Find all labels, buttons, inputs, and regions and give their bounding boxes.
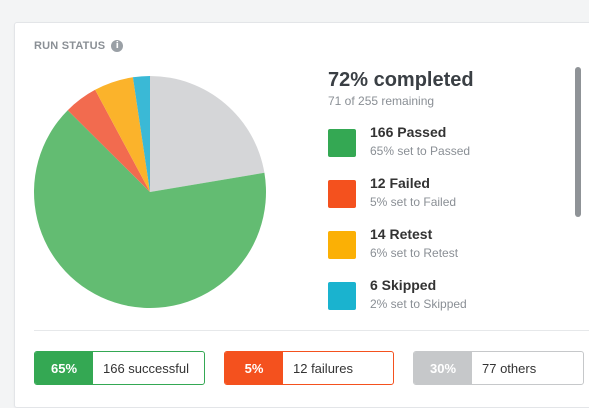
legend-sublabel: 2% set to Skipped <box>370 297 467 311</box>
pill-label: 12 failures <box>293 360 353 376</box>
successful-summary-pill[interactable]: 65% 166 successful <box>34 351 205 385</box>
run-status-card: RUN STATUS i 72% completed 71 of 255 rem… <box>14 22 589 408</box>
status-summary: 72% completed 71 of 255 remaining 166 Pa… <box>328 67 568 313</box>
footer-divider <box>34 330 589 331</box>
status-legend: 166 Passed 65% set to Passed 12 Failed 5… <box>328 123 568 313</box>
legend-item-skipped[interactable]: 6 Skipped 2% set to Skipped <box>328 276 568 313</box>
legend-label: 12 Failed <box>370 175 430 191</box>
passed-swatch <box>328 129 356 157</box>
info-icon[interactable]: i <box>111 40 124 52</box>
legend-scrollbar[interactable] <box>575 67 581 313</box>
card-title: RUN STATUS <box>34 40 106 52</box>
pill-label: 77 others <box>482 360 537 376</box>
pie-slice-retest[interactable] <box>95 77 150 192</box>
legend-item-passed[interactable]: 166 Passed 65% set to Passed <box>328 123 568 174</box>
pill-percentage: 30% <box>414 352 472 384</box>
legend-item-retest[interactable]: 14 Retest 6% set to Retest <box>328 225 568 276</box>
failed-swatch <box>328 180 356 208</box>
remaining-count: 71 of 255 remaining <box>328 94 435 108</box>
pill-percentage: 65% <box>35 352 93 384</box>
legend-item-failed[interactable]: 12 Failed 5% set to Failed <box>328 174 568 225</box>
pill-label: 166 successful <box>103 360 189 376</box>
legend-label: 14 Retest <box>370 226 433 242</box>
pie-svg <box>34 76 267 308</box>
legend-sublabel: 6% set to Retest <box>370 246 459 260</box>
completed-percentage: 72% completed <box>328 69 474 91</box>
legend-label: 6 Skipped <box>370 277 437 293</box>
legend-sublabel: 65% set to Passed <box>370 144 471 158</box>
legend-sublabel: 5% set to Failed <box>370 195 457 209</box>
failures-summary-pill[interactable]: 5% 12 failures <box>224 351 394 385</box>
legend-label: 166 Passed <box>370 124 447 140</box>
retest-swatch <box>328 231 356 259</box>
pie-slice-failed[interactable] <box>67 89 150 192</box>
others-summary-pill[interactable]: 30% 77 others <box>413 351 584 385</box>
card-header: RUN STATUS i <box>34 40 124 52</box>
scrollbar-thumb[interactable] <box>575 67 581 217</box>
pie-slice-passed[interactable] <box>34 110 267 308</box>
pie-slice-skipped[interactable] <box>132 76 150 192</box>
pie-slice-untested[interactable] <box>150 76 265 192</box>
skipped-swatch <box>328 282 356 310</box>
status-pie-chart <box>33 75 267 309</box>
pill-percentage: 5% <box>225 352 283 384</box>
